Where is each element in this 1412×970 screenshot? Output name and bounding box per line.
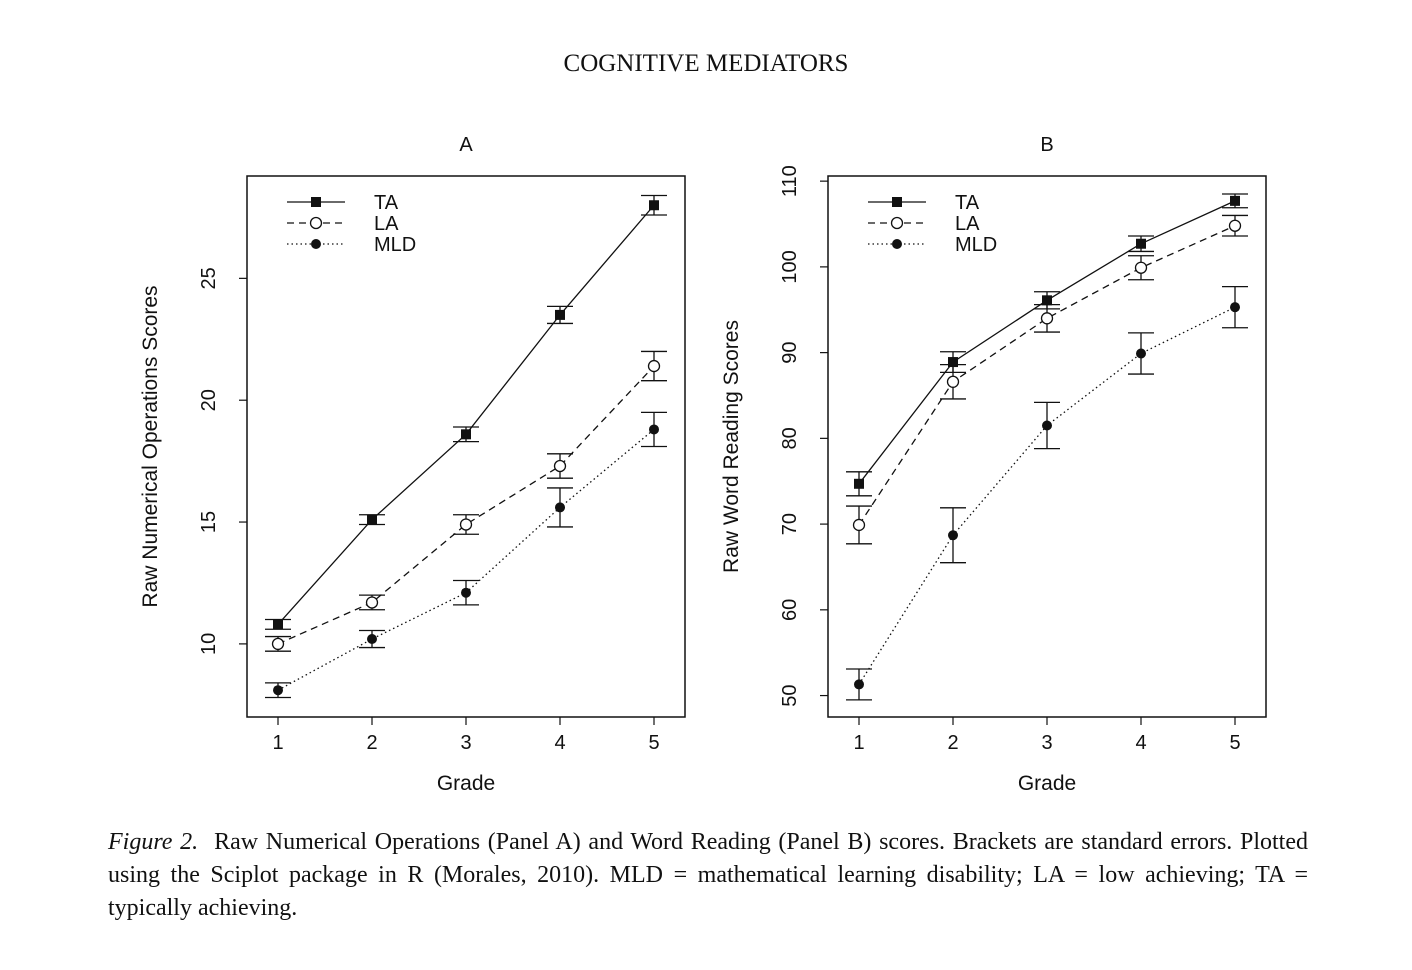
panel-b-point-mld [1230,302,1240,313]
panel-a-point-la [553,459,567,473]
panel-b-point-mld [948,530,958,541]
panel-a-legend-label-la: LA [374,213,399,235]
panel-a-legend-marker-mld [311,239,321,249]
panel-a-series-line-mld [277,428,655,691]
panel-a-x-tick-label: 5 [648,732,659,754]
panel-a-point-ta [555,309,565,320]
panel-b-x-tick-label: 1 [853,732,864,754]
panel-a-y-tick-label: 20 [198,389,220,411]
panel-a-x-tick-label: 1 [272,732,283,754]
panel-b-x-axis-label: Grade [1018,772,1076,795]
panel-a-point-mld [367,634,377,645]
panel-b-y-tick-label: 90 [779,341,801,363]
panel-a-y-tick-label: 10 [198,633,220,655]
panel-b-x-tick-label: 2 [947,732,958,754]
panel-b-point-ta [1230,195,1240,206]
panel-a-point-mld [555,502,565,513]
panel-a-point-ta [461,429,471,440]
panel-a-point-ta [649,200,659,211]
panel-b-x-tick-label: 4 [1135,732,1146,754]
running-head: COGNITIVE MEDIATORS [563,50,849,77]
panel-b-legend-marker-mld [892,239,902,249]
panel-a-y-tick-label: 15 [198,511,220,533]
panel-a-point-mld [273,685,283,696]
panel-b-point-ta [1042,295,1052,306]
panel-b-y-tick-label: 80 [779,427,801,449]
panel-a-legend-label-mld: MLD [374,234,416,256]
panel-b-y-tick-label: 110 [779,165,801,197]
panel-b-legend-label-mld: MLD [955,234,997,256]
panel-b-point-la [946,375,960,388]
panel-a-series-line-ta [277,204,655,625]
panel-a-y-tick-label: 25 [198,267,220,289]
panel-a-y-axis-label: Raw Numerical Operations Scores [139,285,162,607]
panel-a-panel-title: A [459,134,473,156]
panel-a-x-tick-label: 4 [554,732,565,754]
panel-a-point-mld [649,424,659,435]
panel-a-legend-marker-la [309,216,323,230]
panel-b-point-la [1134,261,1148,274]
panel-b-x-tick-label: 5 [1229,732,1240,754]
panel-b-point-la [1040,312,1054,325]
panel-b-legend-label-ta: TA [955,192,980,214]
panel-a-point-ta [367,514,377,525]
panel-a-point-mld [461,587,471,598]
panel-a-legend-marker-ta [311,197,321,207]
caption-label: Figure 2. [108,829,199,855]
panel-b-y-tick-label: 50 [779,684,801,706]
panel-b-point-ta [1136,238,1146,249]
panel-b-panel-title: B [1040,134,1053,156]
panel-a-point-la [647,359,661,373]
panel-b-point-la [1228,219,1242,232]
panel-b-y-tick-label: 100 [779,250,801,283]
panel-a-point-ta [273,619,283,630]
panel-b-y-axis-label: Raw Word Reading Scores [720,320,743,573]
panel-a-point-la [271,637,285,651]
panel-b-y-tick-label: 70 [779,513,801,535]
panel-b-series-line-mld [858,306,1236,685]
panel-a-point-la [365,596,379,609]
panel-b-series-line-la [858,225,1236,526]
panel-b-y-tick-label: 60 [779,599,801,621]
panel-b: B 1 2 3 4 5 Grade 50 60 70 80 90 100 110 Raw Word Read… [720,134,1267,795]
panel-b-point-la [852,518,866,532]
panel-b-point-mld [1042,420,1052,431]
panel-a-point-la [459,518,473,531]
panel-a-x-tick-label: 2 [366,732,377,754]
panel-b-x-tick-label: 3 [1041,732,1052,754]
caption-text: Raw Numerical Operations (Panel A) and W… [108,829,1308,921]
panel-b-legend-marker-ta [892,197,902,207]
panel-b-point-ta [854,478,864,489]
panel-a: A 1 2 3 4 5 Grade 10 15 20 25 Raw Numerical Operati… [139,134,686,795]
panel-a-x-tick-label: 3 [460,732,471,754]
panel-b-point-ta [948,357,958,368]
panel-b-legend-marker-la [890,216,904,230]
panel-a-x-axis-label: Grade [437,772,495,795]
panel-b-point-mld [1136,348,1146,359]
panel-b-point-mld [854,679,864,690]
panel-a-plot-frame [246,175,686,718]
panel-b-legend-label-la: LA [955,213,980,235]
figure-caption: Figure 2. Raw Numerical Operations (Panel… [108,826,1308,925]
panel-a-legend-label-ta: TA [374,192,399,214]
